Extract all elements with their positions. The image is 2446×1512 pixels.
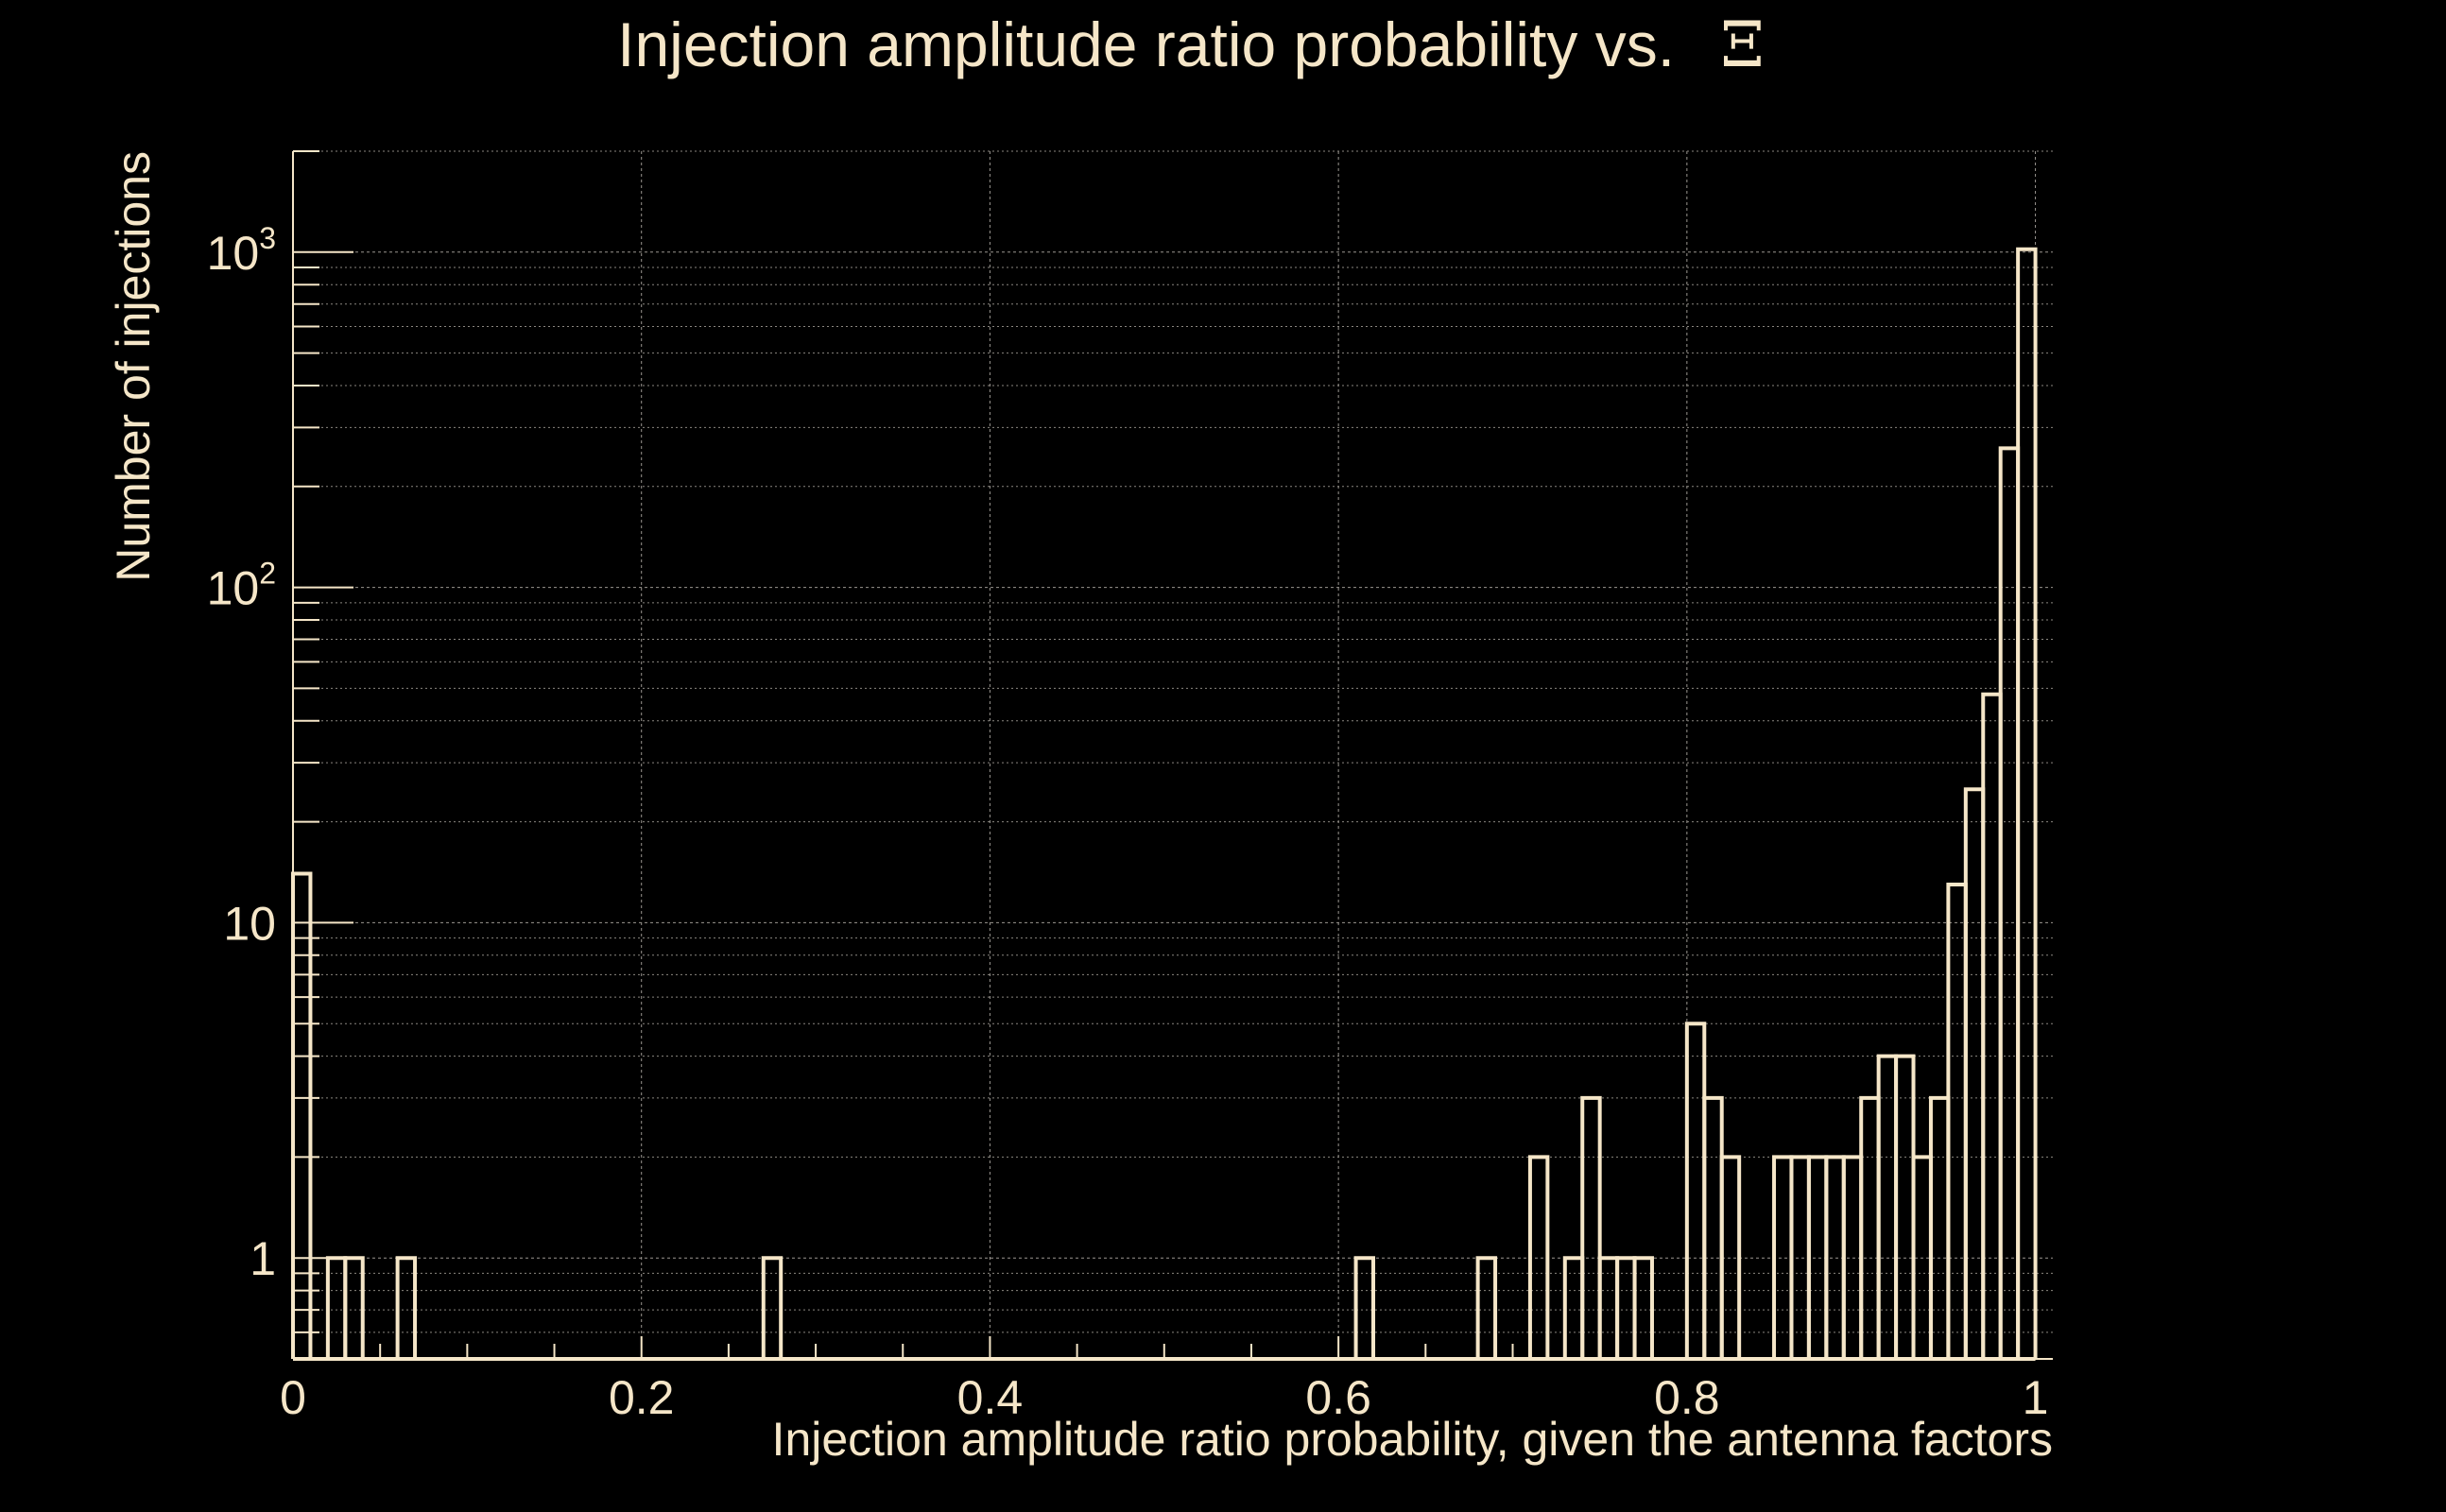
y-tick-label-exponent: 3: [259, 221, 276, 255]
histogram-bin: [1719, 1155, 1742, 1359]
histogram-bin: [2016, 247, 2038, 1359]
chart-title: Injection amplitude ratio probability vs…: [617, 9, 1765, 81]
x-tick-label: 0.2: [609, 1371, 675, 1424]
histogram-series: [291, 247, 2038, 1361]
y-tick-label: 1: [250, 1232, 276, 1285]
y-tick-label-exponent: 2: [259, 557, 276, 591]
x-tick-label: 0.4: [957, 1371, 1024, 1424]
histogram-bin: [1580, 1095, 1602, 1359]
chart-title-text: Injection amplitude ratio probability vs…: [617, 9, 1675, 79]
histogram-bin: [1475, 1256, 1498, 1359]
y-axis-label: Number of injections: [107, 151, 160, 582]
y-tick-label-base: 10: [223, 897, 276, 950]
x-tick-label: 0: [280, 1371, 306, 1424]
chart-title-symbol: Ξ: [1720, 9, 1764, 81]
histogram-bin: [291, 871, 313, 1359]
histogram-bin: [1632, 1256, 1654, 1359]
histogram-bin: [1353, 1256, 1376, 1359]
x-tick-label: 1: [2023, 1371, 2049, 1424]
x-tick-label: 0.6: [1305, 1371, 1371, 1424]
histogram-bin: [343, 1256, 365, 1359]
histogram-bin: [1527, 1155, 1550, 1359]
y-tick-label-base: 10: [207, 227, 260, 280]
y-tick-label: 103: [207, 221, 276, 280]
y-tick-label-base: 10: [207, 562, 260, 615]
y-tick-label-base: 1: [250, 1232, 276, 1285]
histogram-bin: [395, 1256, 418, 1359]
x-axis-label: Injection amplitude ratio probability, g…: [772, 1413, 2053, 1466]
y-tick-label: 102: [207, 557, 276, 615]
x-axis-ticks: 0 0.2 0.4 0.6 0.8 1: [280, 1336, 2048, 1424]
histogram-bin: [761, 1256, 784, 1359]
y-tick-label: 10: [223, 897, 276, 950]
x-tick-label: 0.8: [1654, 1371, 1720, 1424]
